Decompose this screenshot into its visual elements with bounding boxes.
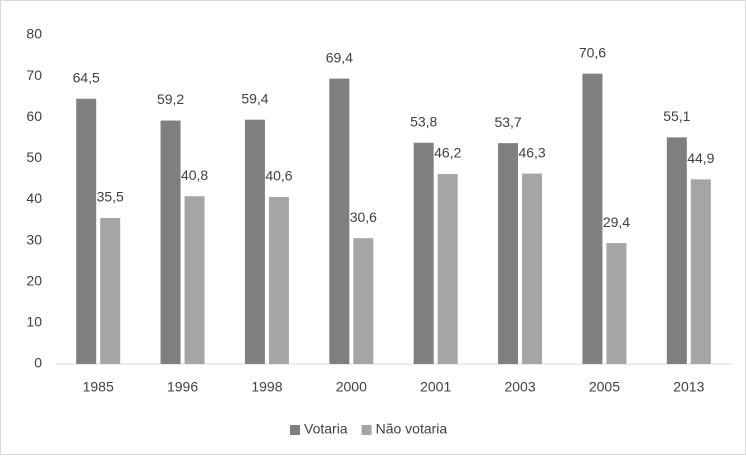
value-label: 40,8 (181, 167, 208, 183)
value-label: 30,6 (350, 209, 377, 225)
value-label: 46,3 (518, 144, 545, 160)
value-label: 55,1 (663, 108, 690, 124)
x-tick-label: 2013 (673, 379, 704, 395)
value-label: 59,4 (241, 90, 268, 106)
bar (582, 73, 603, 364)
x-tick-label: 2001 (420, 379, 451, 395)
y-tick-label: 0 (34, 355, 42, 371)
bar (268, 197, 289, 364)
bar (160, 120, 181, 364)
legend-swatch (361, 425, 372, 435)
value-label: 40,6 (265, 168, 292, 184)
y-tick-label: 40 (26, 190, 42, 206)
bar (329, 78, 350, 364)
x-tick-label: 2000 (336, 379, 367, 395)
value-label: 35,5 (97, 189, 124, 205)
x-tick-label: 2005 (589, 379, 620, 395)
bar (690, 179, 711, 364)
legend-label: Votaria (304, 421, 348, 437)
y-tick-label: 10 (26, 314, 42, 330)
legend-swatch (290, 425, 300, 435)
y-tick-label: 20 (26, 272, 42, 288)
bar (76, 98, 97, 365)
bar (606, 243, 627, 364)
value-label: 53,8 (410, 113, 437, 129)
value-label: 46,2 (434, 145, 461, 161)
y-tick-label: 70 (26, 67, 42, 83)
y-tick-label: 50 (26, 149, 42, 165)
x-tick-label: 1985 (83, 379, 114, 395)
y-tick-label: 60 (26, 108, 42, 124)
value-label: 70,6 (579, 44, 606, 60)
value-label: 44,9 (687, 150, 714, 166)
bar (522, 173, 543, 364)
value-label: 69,4 (326, 49, 353, 65)
legend-label: Não votaria (376, 421, 448, 437)
bar (437, 174, 458, 364)
value-label: 59,2 (157, 91, 184, 107)
bar (100, 218, 121, 364)
bar (498, 143, 519, 364)
x-tick-label: 1998 (251, 379, 282, 395)
y-tick-label: 80 (26, 26, 42, 42)
x-tick-label: 1996 (167, 379, 198, 395)
bar (666, 137, 687, 364)
value-label: 29,4 (603, 214, 630, 230)
value-label: 53,7 (494, 114, 521, 130)
bar (184, 196, 205, 364)
bar (244, 119, 265, 364)
y-tick-label: 30 (26, 231, 42, 247)
x-tick-label: 2003 (504, 379, 535, 395)
value-label: 64,5 (73, 69, 100, 85)
bar (413, 142, 434, 364)
bar (353, 238, 374, 364)
